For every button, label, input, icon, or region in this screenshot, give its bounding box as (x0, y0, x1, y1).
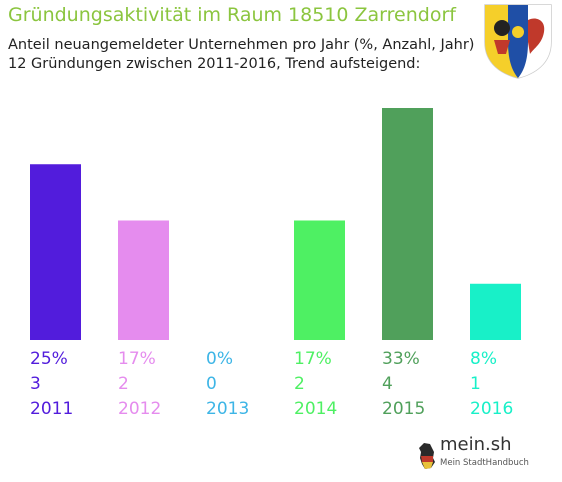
germany-map-icon (419, 443, 435, 469)
brand-tagline: Mein StadtHandbuch (440, 458, 529, 468)
bar-2011 (30, 164, 81, 340)
year-label-2011: 2011 (30, 399, 73, 419)
subtitle-line-1: Anteil neuangemeldeter Unternehmen pro J… (8, 37, 475, 53)
count-label-2011: 3 (30, 374, 41, 394)
year-label-2013: 2013 (206, 399, 249, 419)
percent-label-2013: 0% (206, 349, 233, 369)
bars-group (30, 108, 521, 340)
percent-label-2014: 17% (294, 349, 332, 369)
bar-2016 (470, 283, 521, 340)
count-label-2014: 2 (294, 374, 305, 394)
percent-label-2011: 25% (30, 349, 68, 369)
year-label-2014: 2014 (294, 399, 337, 419)
brand-logo: mein.sh Mein StadtHandbuch (416, 434, 529, 476)
year-label-2015: 2015 (382, 399, 425, 419)
count-label-2015: 4 (382, 374, 393, 394)
count-label-2016: 1 (470, 374, 481, 394)
count-label-2013: 0 (206, 374, 217, 394)
year-label-2012: 2012 (118, 399, 161, 419)
percent-label-2015: 33% (382, 349, 420, 369)
brand-name: mein.sh (440, 434, 512, 455)
bar-2012 (118, 220, 169, 340)
count-label-2012: 2 (118, 374, 129, 394)
bar-2014 (294, 220, 345, 340)
bar-2015 (382, 108, 433, 340)
subtitle-line-2: 12 Gründungen zwischen 2011-2016, Trend … (8, 56, 421, 72)
year-label-2016: 2016 (470, 399, 513, 419)
chart-title: Gründungsaktivität im Raum 18510 Zarrend… (8, 4, 456, 26)
coat-of-arms-icon (484, 4, 552, 79)
percent-label-2016: 8% (470, 349, 497, 369)
labels-group: 25% 3 2011 17% 2 2012 0% 0 2013 17% 2 2014 33% 4 2015 8… (30, 349, 513, 419)
percent-label-2012: 17% (118, 349, 156, 369)
chart-subtitle: Anteil neuangemeldeter Unternehmen pro J… (8, 36, 474, 74)
